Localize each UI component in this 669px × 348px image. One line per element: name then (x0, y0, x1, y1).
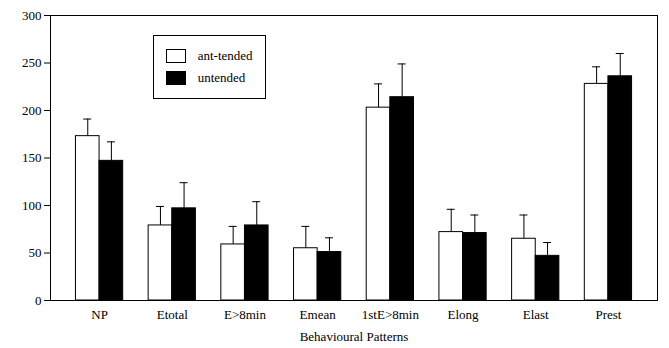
svg-text:50: 50 (29, 245, 42, 260)
svg-text:1stE>8min: 1stE>8min (362, 307, 420, 322)
svg-text:Elong: Elong (448, 307, 480, 322)
html-text:ant-tended: ant-tended (197, 48, 253, 63)
svg-text:Prest: Prest (595, 307, 621, 322)
svg-text:Elast: Elast (523, 307, 549, 322)
svg-text:Emean: Emean (300, 307, 337, 322)
html-text:untended: untended (197, 70, 246, 85)
svg-text:100: 100 (22, 198, 42, 213)
svg-text:Etotal: Etotal (157, 307, 188, 322)
svg-text:250: 250 (22, 55, 42, 70)
svg-text:Behavioural Patterns: Behavioural Patterns (300, 329, 409, 344)
svg-text:0: 0 (35, 293, 42, 308)
svg-text:NP: NP (91, 307, 108, 322)
svg-text:150: 150 (22, 150, 42, 165)
svg-text:E>8min: E>8min (224, 307, 266, 322)
svg-text:200: 200 (22, 103, 42, 118)
svg-text:300: 300 (22, 8, 42, 23)
